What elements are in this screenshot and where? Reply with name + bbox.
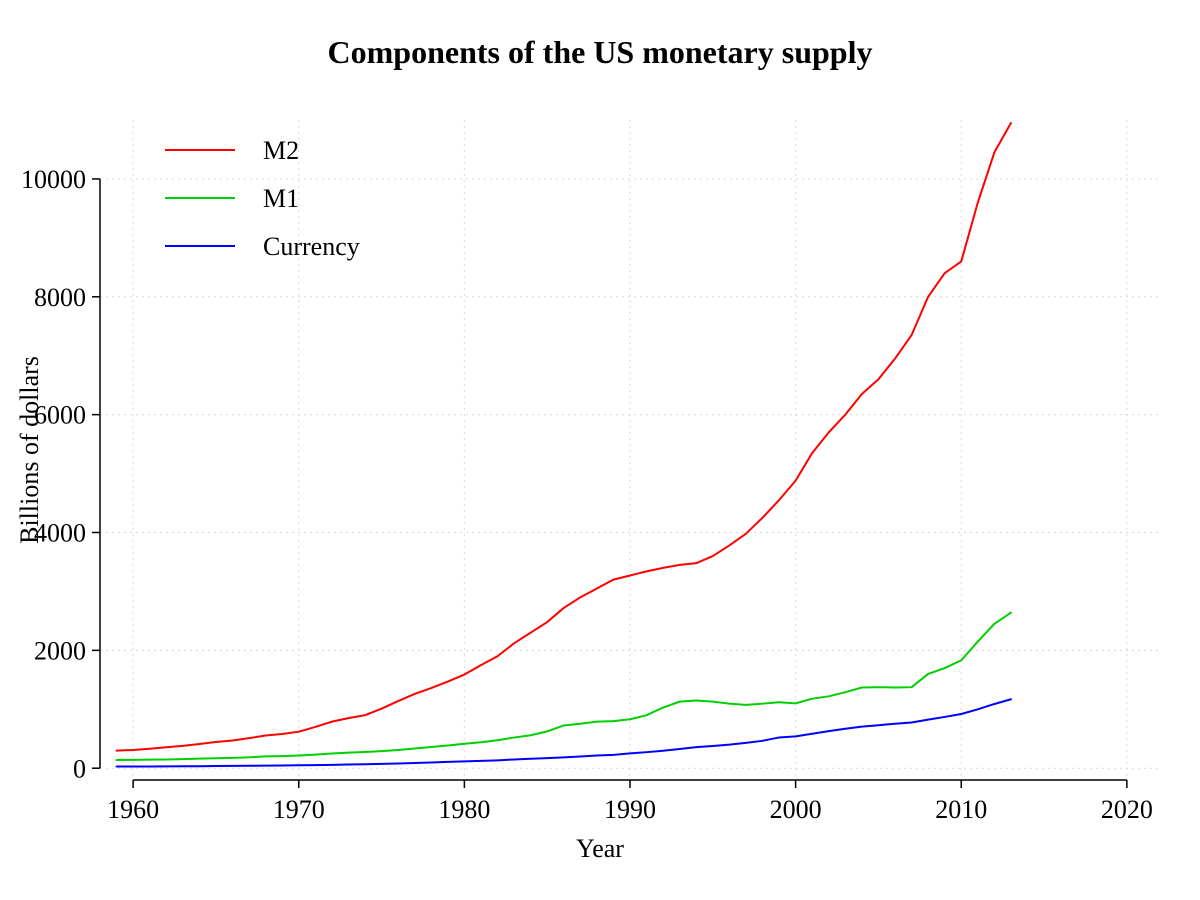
x-tick-label: 2010 (935, 795, 987, 824)
x-tick-label: 1990 (604, 795, 656, 824)
x-tick-label: 2020 (1101, 795, 1153, 824)
x-axis-label: Year (0, 834, 1200, 864)
x-tick-label: 1960 (107, 795, 159, 824)
y-tick-label: 0 (73, 754, 86, 783)
y-axis-label: Billions of dollars (15, 356, 45, 544)
legend-label: M2 (263, 136, 299, 165)
y-tick-label: 8000 (34, 283, 86, 312)
plot-background (0, 0, 1200, 900)
chart-title: Components of the US monetary supply (0, 34, 1200, 71)
x-tick-label: 2000 (770, 795, 822, 824)
chart-svg: 1960197019801990200020102020020004000600… (0, 0, 1200, 900)
y-tick-label: 10000 (21, 165, 86, 194)
chart-container: Components of the US monetary supply Bil… (0, 0, 1200, 900)
x-tick-label: 1980 (438, 795, 490, 824)
legend-label: Currency (263, 232, 360, 261)
x-tick-label: 1970 (273, 795, 325, 824)
legend-label: M1 (263, 184, 299, 213)
y-tick-label: 2000 (34, 636, 86, 665)
